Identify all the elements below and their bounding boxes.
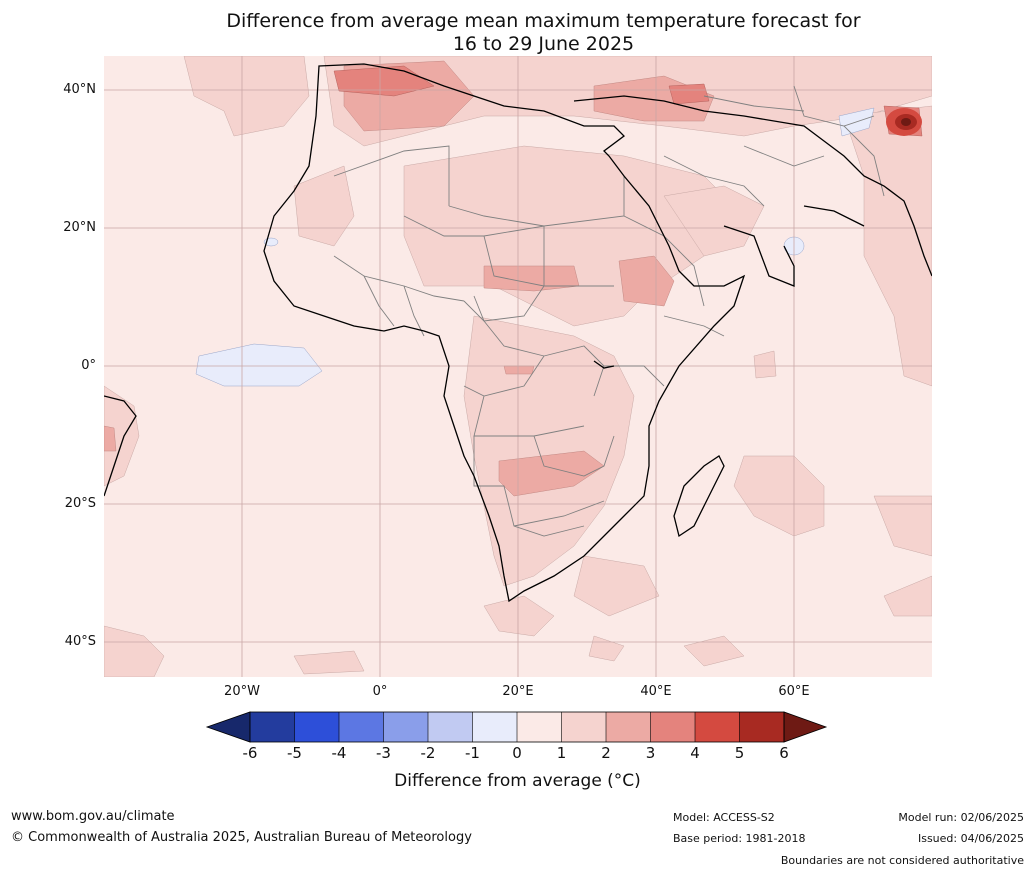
lon-label-0: 0° [372, 684, 388, 699]
footer-website: www.bom.gov.au/climate [11, 809, 175, 824]
footer-copyright: © Commonwealth of Australia 2025, Austra… [11, 830, 472, 845]
colorbar-tick-label: -3 [376, 744, 391, 762]
lon-label-60e: 60°E [778, 684, 810, 699]
colorbar-segment [383, 712, 428, 742]
colorbar-segment [428, 712, 473, 742]
colorbar-over-arrow [783, 711, 828, 743]
lat-label-40n: 40°N [63, 82, 96, 97]
lat-label-0: 0° [81, 358, 96, 373]
colorbar-segment [472, 712, 517, 742]
colorbar-segment [294, 712, 339, 742]
footer-model: Model: ACCESS-S2 [673, 811, 775, 824]
footer-base-period: Base period: 1981-2018 [673, 832, 806, 845]
footer-disclaimer: Boundaries are not considered authoritat… [780, 854, 1024, 867]
colorbar-tick-label: 0 [512, 744, 522, 762]
colorbar-segment [561, 712, 606, 742]
colorbar-tick-label: -6 [242, 744, 258, 762]
colorbar-segment [739, 712, 784, 742]
colorbar-tick-label: 6 [779, 744, 789, 762]
colorbar-tick-label: -5 [287, 744, 302, 762]
lat-label-20n: 20°N [63, 220, 96, 235]
colorbar-under-arrow [205, 711, 251, 743]
lon-label-20e: 20°E [502, 684, 534, 699]
lat-label-40s: 40°S [64, 634, 96, 649]
map-title-line1: Difference from average mean maximum tem… [226, 10, 861, 32]
lon-label-20w: 20°W [224, 684, 260, 699]
colorbar-segment [650, 712, 695, 742]
colorbar-segment [606, 712, 651, 742]
colorbar [205, 711, 828, 743]
coastlines [104, 63, 932, 603]
colorbar-segment [250, 712, 295, 742]
footer-issued: Issued: 04/06/2025 [917, 832, 1024, 845]
colorbar-tick-label: 4 [690, 744, 700, 762]
colorbar-tick-label: -1 [465, 744, 480, 762]
anomaly-hotspot [886, 108, 922, 136]
footer-model-run: Model run: 02/06/2025 [898, 811, 1024, 824]
colorbar-segment [517, 712, 562, 742]
lat-label-20s: 20°S [64, 496, 96, 511]
colorbar-tick-label: -4 [331, 744, 347, 762]
map-title-line2: 16 to 29 June 2025 [452, 33, 635, 55]
colorbar-label: Difference from average (°C) [394, 771, 641, 791]
colorbar-segment [339, 712, 384, 742]
colorbar-tick-label: -2 [420, 744, 436, 762]
lon-label-40e: 40°E [640, 684, 672, 699]
colorbar-tick-label: 1 [556, 744, 567, 762]
gridlines [104, 56, 932, 677]
colorbar-tick-label: 3 [645, 744, 656, 762]
colorbar-tick-label: 5 [734, 744, 745, 762]
forecast-map [104, 56, 932, 677]
colorbar-tick-label: 2 [601, 744, 611, 762]
colorbar-segment [695, 712, 740, 742]
